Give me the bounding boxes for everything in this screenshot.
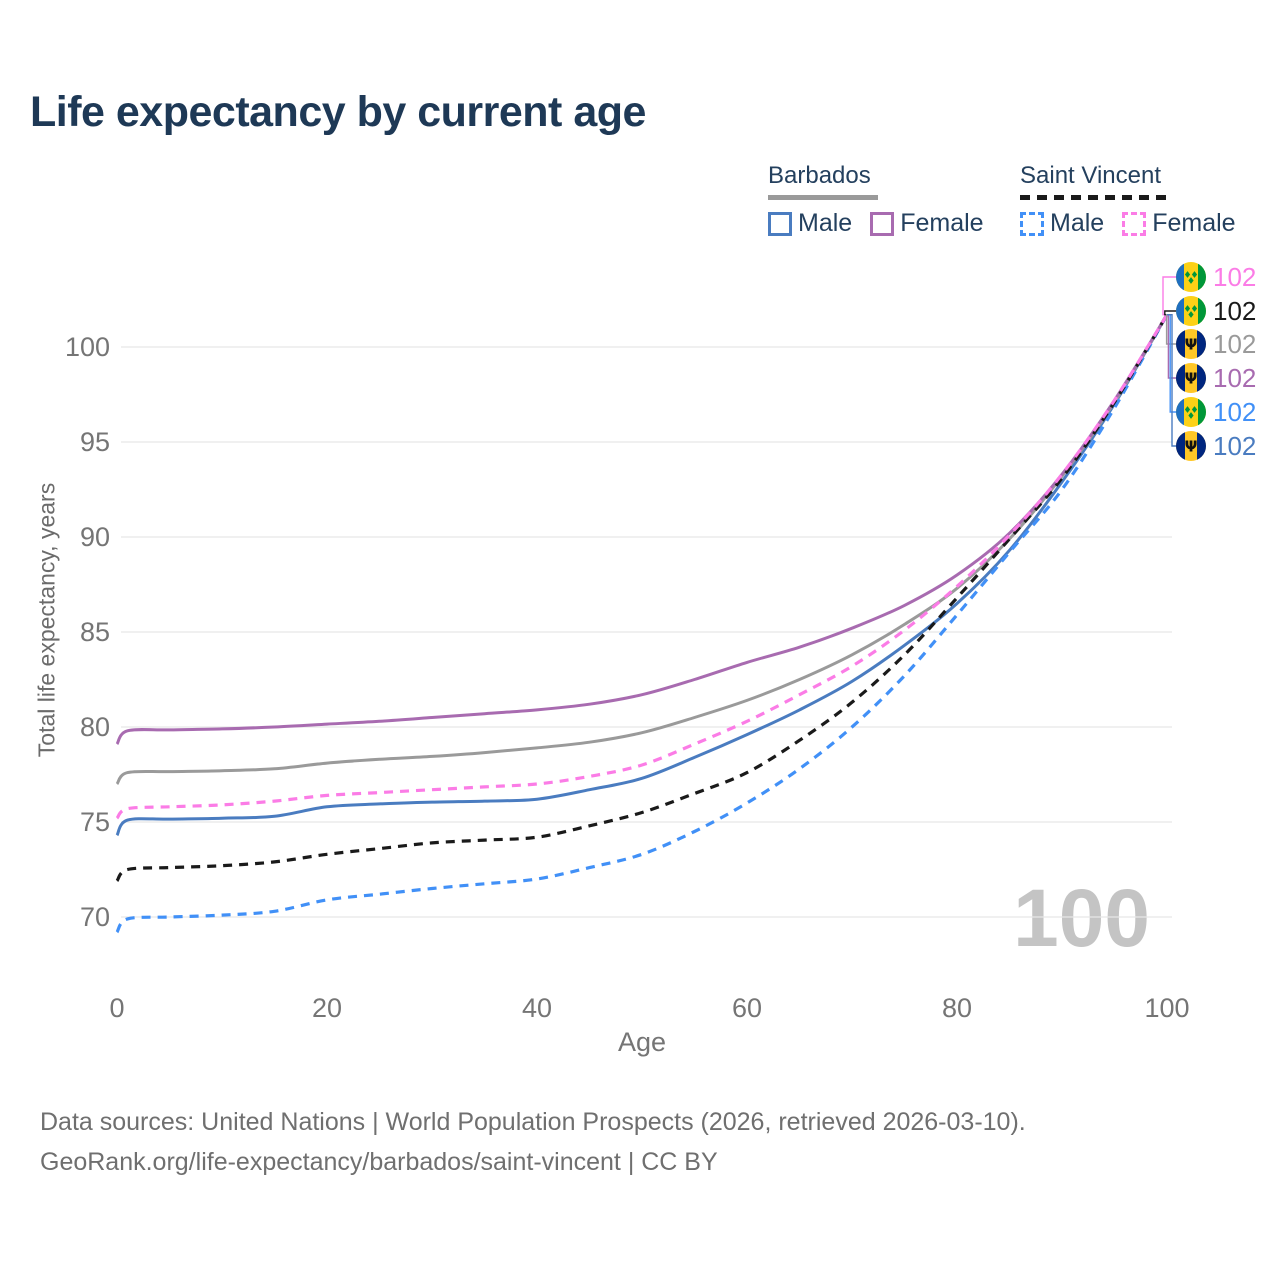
legend-group-saint-vincent: Saint Vincent Male Female xyxy=(1020,162,1236,238)
x-tick-label-40: 40 xyxy=(521,993,553,1023)
legend-group-barbados: Barbados Male Female xyxy=(768,162,984,238)
svg-text:Ψ: Ψ xyxy=(1185,336,1198,354)
series-line-saint-vincent-female xyxy=(115,313,1169,820)
barbados-female-swatch-icon xyxy=(870,211,895,236)
x-tick-label-60: 60 xyxy=(731,993,763,1023)
y-tick-label-75: 75 xyxy=(79,807,110,837)
end-label-barbados-both-sexes-: Ψ 102 xyxy=(1176,327,1256,361)
x-tick-label-20: 20 xyxy=(311,993,343,1023)
legend-item-barbados-female[interactable]: Female xyxy=(870,209,984,238)
end-label-value: 102 xyxy=(1213,261,1257,292)
end-label-barbados-female: Ψ 102 xyxy=(1176,361,1256,395)
end-label-value: 102 xyxy=(1213,295,1257,326)
legend-saint-vincent-line-sample xyxy=(1020,195,1172,200)
end-label-value: 102 xyxy=(1213,396,1257,427)
end-label-value: 102 xyxy=(1213,328,1257,359)
legend-item-saint-vincent-female[interactable]: Female xyxy=(1122,209,1236,238)
saint-vincent-flag-icon xyxy=(1176,397,1206,427)
legend-item-saint-vincent-male[interactable]: Male xyxy=(1020,209,1104,238)
y-tick-label-80: 80 xyxy=(79,712,110,742)
series-line-saint-vincent-male xyxy=(115,313,1169,934)
leader-line-barbados-male xyxy=(1167,314,1176,447)
legend-group-barbados-label[interactable]: Barbados xyxy=(768,162,871,189)
legend-barbados-line-sample xyxy=(768,195,878,200)
saint-vincent-male-swatch-icon xyxy=(1020,211,1044,236)
x-tick-label-0: 0 xyxy=(109,993,125,1023)
saint-vincent-female-swatch-icon xyxy=(1122,211,1147,236)
series-line-barbados-male xyxy=(115,313,1169,837)
end-label-value: 102 xyxy=(1213,362,1257,393)
footer-data-sources: Data sources: United Nations | World Pop… xyxy=(40,1108,1026,1136)
footer-attribution: GeoRank.org/life-expectancy/barbados/sai… xyxy=(40,1148,718,1176)
x-axis-title: Age xyxy=(617,1027,667,1057)
y-tick-label-70: 70 xyxy=(79,902,110,932)
series-line-barbados-both-sexes- xyxy=(115,313,1169,786)
end-label-barbados-male: Ψ 102 xyxy=(1176,429,1256,463)
saint-vincent-flag-icon xyxy=(1176,296,1206,326)
barbados-flag-icon: Ψ xyxy=(1176,329,1206,359)
y-tick-label-100: 100 xyxy=(64,332,110,362)
barbados-male-swatch-icon xyxy=(768,211,792,236)
y-tick-label-85: 85 xyxy=(79,617,110,647)
end-label-saint-vincent-male: 102 xyxy=(1176,395,1256,429)
age-counter-watermark: 100 xyxy=(1013,873,1150,964)
legend-item-label: Male xyxy=(798,209,853,237)
y-tick-label-95: 95 xyxy=(79,427,110,457)
y-tick-label-90: 90 xyxy=(79,522,110,552)
series-line-saint-vincent-both-sexes- xyxy=(115,313,1169,882)
svg-text:Ψ: Ψ xyxy=(1185,438,1198,456)
legend-group-saint-vincent-label[interactable]: Saint Vincent xyxy=(1020,162,1161,189)
series-line-barbados-female xyxy=(115,313,1169,746)
svg-text:Ψ: Ψ xyxy=(1185,370,1198,388)
x-tick-label-100: 100 xyxy=(1144,993,1190,1023)
end-label-saint-vincent-both-sexes-: 102 xyxy=(1176,294,1256,328)
end-label-saint-vincent-female: 102 xyxy=(1176,260,1256,294)
barbados-flag-icon: Ψ xyxy=(1176,363,1206,393)
leader-line-saint-vincent-female xyxy=(1162,276,1176,316)
end-label-value: 102 xyxy=(1213,430,1257,461)
barbados-flag-icon: Ψ xyxy=(1176,431,1206,461)
page-title: Life expectancy by current age xyxy=(30,88,646,136)
saint-vincent-flag-icon xyxy=(1176,262,1206,292)
legend-item-barbados-male[interactable]: Male xyxy=(768,209,852,238)
legend-item-label: Female xyxy=(1152,209,1236,237)
x-tick-label-80: 80 xyxy=(941,993,973,1023)
legend-item-label: Male xyxy=(1050,209,1105,237)
legend-item-label: Female xyxy=(900,209,984,237)
